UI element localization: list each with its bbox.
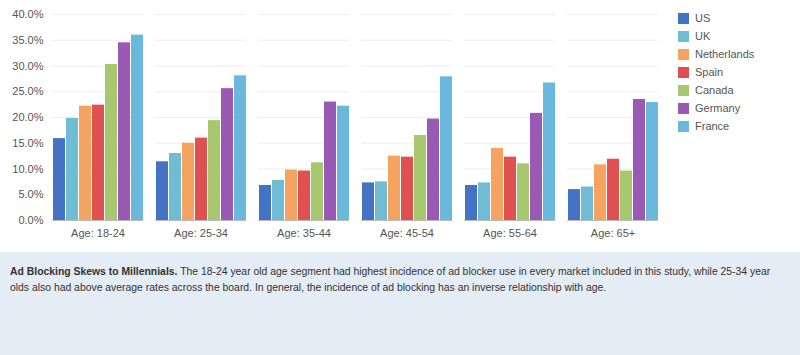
- svg-text:Age: 55-64: Age: 55-64: [483, 227, 537, 239]
- svg-text:Age: 25-34: Age: 25-34: [174, 227, 228, 239]
- html-text:Ad Blocking Skews to Millennia: Ad Blocking Skews to Millennials. The 18…: [10, 266, 771, 294]
- html-text:UK: UK: [695, 30, 711, 42]
- html-text:Spain: Spain: [695, 66, 724, 78]
- html-text:Netherlands: Netherlands: [695, 48, 755, 60]
- svg-text:10.0%: 10.0%: [12, 163, 43, 175]
- svg-text:Age: 65+: Age: 65+: [591, 227, 635, 239]
- svg-text:Age: 45-54: Age: 45-54: [380, 227, 434, 239]
- svg-text:15.0%: 15.0%: [12, 137, 43, 149]
- svg-text:40.0%: 40.0%: [12, 8, 43, 20]
- html-text:Germany: Germany: [695, 102, 741, 114]
- svg-text:25.0%: 25.0%: [12, 85, 43, 97]
- svg-text:Age: 18-24: Age: 18-24: [71, 227, 125, 239]
- html-text:US: US: [695, 12, 711, 24]
- svg-text:20.0%: 20.0%: [12, 111, 43, 123]
- svg-text:30.0%: 30.0%: [12, 60, 43, 72]
- html-text:Canada: Canada: [695, 84, 734, 96]
- svg-text:35.0%: 35.0%: [12, 34, 43, 46]
- svg-text:0.0%: 0.0%: [18, 214, 43, 226]
- svg-text:5.0%: 5.0%: [18, 188, 43, 200]
- svg-text:Age: 35-44: Age: 35-44: [277, 227, 331, 239]
- html-text:France: France: [695, 120, 730, 132]
